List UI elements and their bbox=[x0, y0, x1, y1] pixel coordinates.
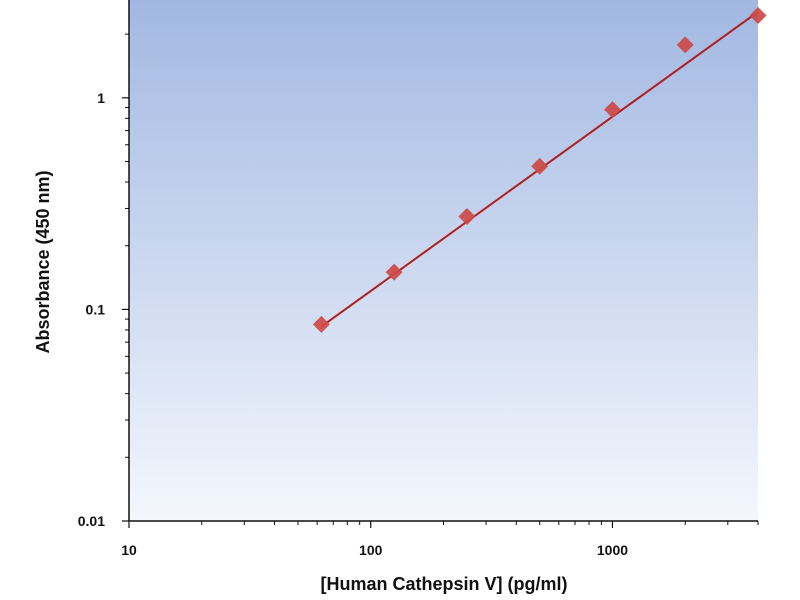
data-point bbox=[312, 315, 330, 333]
y-tick-label: 1 bbox=[97, 90, 105, 106]
data-point bbox=[603, 101, 621, 119]
x-axis-title: [Human Cathepsin V] (pg/ml) bbox=[321, 574, 568, 594]
x-axis-ticks: 10 100 1000 bbox=[121, 521, 759, 558]
data-point bbox=[749, 6, 767, 24]
x-tick-label: 100 bbox=[359, 542, 383, 558]
data-point bbox=[676, 36, 694, 54]
y-axis-ticks: 0.01 0.1 1 bbox=[78, 33, 129, 529]
y-axis-title: Absorbance (450 nm) bbox=[33, 170, 53, 353]
data-point bbox=[385, 263, 403, 281]
data-point bbox=[458, 207, 476, 225]
x-tick-label: 1000 bbox=[597, 542, 628, 558]
data-points bbox=[312, 6, 767, 333]
data-point bbox=[531, 157, 549, 175]
plot-area-background bbox=[129, 0, 758, 521]
x-tick-label: 10 bbox=[121, 542, 137, 558]
y-tick-label: 0.1 bbox=[86, 301, 106, 317]
y-tick-label: 0.01 bbox=[78, 513, 105, 529]
